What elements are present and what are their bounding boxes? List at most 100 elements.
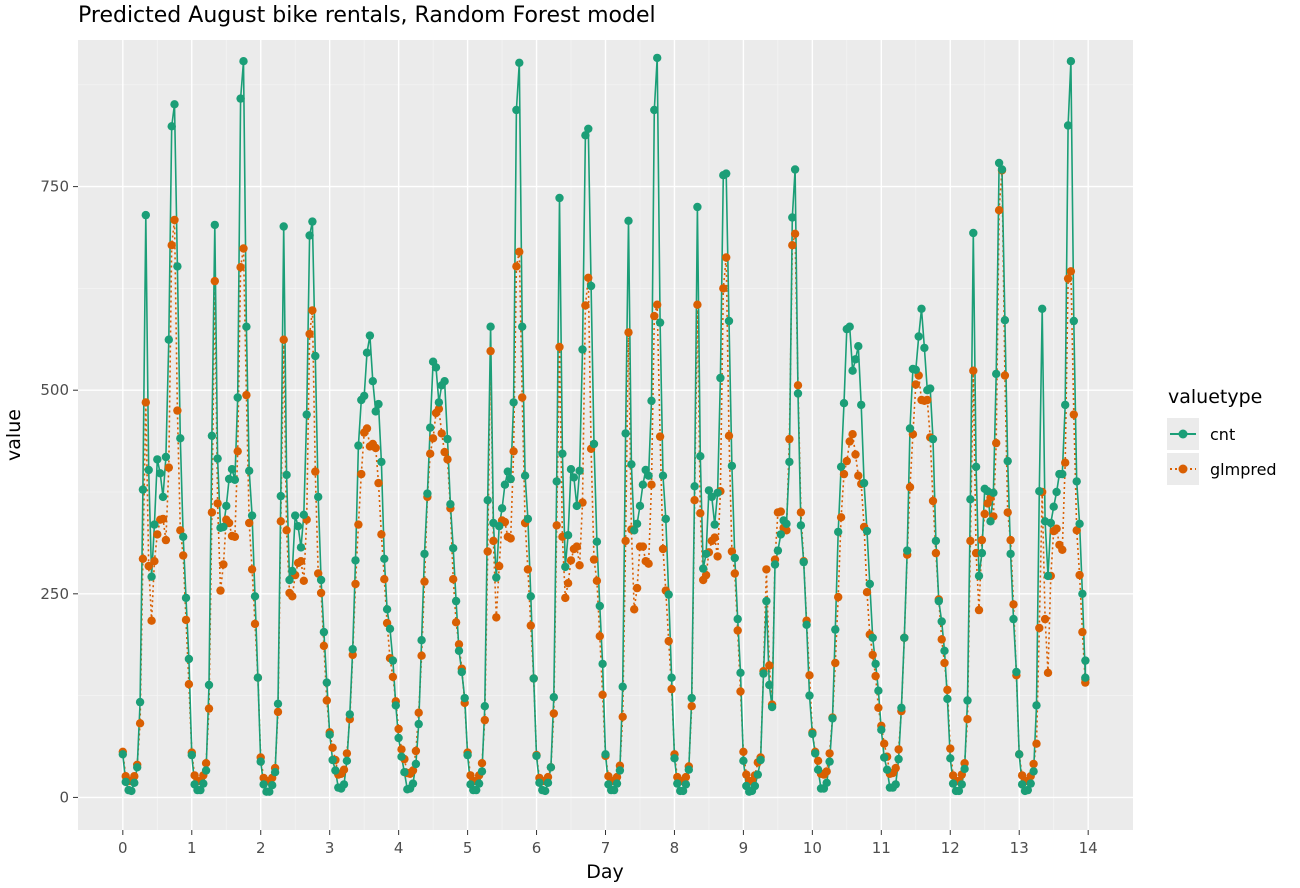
glmpred-point (279, 335, 288, 344)
cnt-point (963, 696, 972, 705)
cnt-point (644, 471, 653, 480)
chart-title: Predicted August bike rentals, Random Fo… (78, 3, 656, 28)
glmpred-point (848, 430, 857, 439)
cnt-point (486, 322, 495, 331)
glmpred-point (647, 480, 656, 489)
cnt-point (541, 786, 550, 796)
glmpred-point (851, 450, 860, 459)
glmpred-point (512, 262, 521, 271)
cnt-point (977, 548, 987, 558)
cnt-point (457, 667, 466, 677)
glmpred-point (581, 301, 590, 310)
cnt-point (793, 389, 803, 398)
cnt-point (204, 680, 214, 690)
cnt-point (549, 693, 558, 702)
glmpred-point (592, 576, 602, 585)
glmpred-point (862, 588, 872, 597)
cnt-point (233, 393, 242, 402)
cnt-point (584, 124, 593, 133)
y-tick-label: 500 (40, 381, 69, 399)
cnt-point (299, 510, 308, 519)
cnt-point (342, 756, 352, 765)
glmpred-point (147, 616, 156, 625)
glmpred-point (1072, 526, 1081, 535)
cnt-point (133, 763, 142, 772)
cnt-point (135, 697, 145, 707)
legend-title: valuetype (1168, 386, 1262, 408)
cnt-point (877, 725, 886, 734)
cnt-point (650, 105, 659, 115)
cnt-point (753, 770, 762, 779)
cnt-point (765, 680, 774, 690)
glmpred-point (630, 605, 639, 614)
cnt-point (762, 596, 771, 606)
cnt-point (736, 668, 745, 677)
cnt-point (971, 462, 981, 471)
glmpred-point (380, 575, 389, 584)
glmpred-point (836, 513, 846, 522)
glmpred-point (526, 621, 535, 630)
cnt-point (314, 492, 323, 502)
cnt-point (210, 220, 219, 230)
cnt-point (509, 398, 518, 407)
cnt-point (253, 673, 263, 682)
glmpred-point (575, 561, 584, 570)
glmpred-point (785, 434, 794, 444)
cnt-point (1049, 502, 1058, 511)
x-tick-label: 4 (394, 839, 404, 857)
glmpred-point (308, 306, 317, 315)
glmpred-point (388, 672, 398, 682)
glmpred-point (486, 346, 495, 356)
cnt-point (348, 645, 357, 654)
cnt-point (770, 560, 780, 569)
glmpred-point (710, 533, 719, 542)
cnt-point (552, 477, 561, 486)
cnt-point (207, 431, 217, 440)
cnt-point (345, 710, 354, 719)
cnt-point (750, 781, 760, 791)
glmpred-point (589, 555, 599, 564)
cnt-point (997, 165, 1007, 174)
cnt-point (181, 593, 191, 603)
cnt-point (311, 351, 320, 361)
glmpred-point (1029, 759, 1038, 769)
cnt-point (423, 489, 432, 498)
cnt-point (285, 575, 294, 585)
cnt-point (759, 669, 768, 678)
cnt-point (1015, 750, 1024, 759)
glmpred-point (420, 577, 429, 586)
cnt-point (322, 678, 331, 687)
cnt-point (969, 228, 978, 238)
glmpred-point (971, 548, 981, 558)
glmpred-point (1078, 627, 1087, 637)
glmpred-point (969, 366, 978, 375)
glmpred-point (736, 687, 745, 696)
glmpred-point (681, 772, 691, 782)
cnt-point (808, 729, 817, 739)
cnt-point (690, 482, 699, 491)
glmpred-point (443, 455, 452, 464)
cnt-point (308, 217, 317, 226)
glmpred-point (153, 530, 162, 539)
cnt-point (1032, 701, 1041, 710)
cnt-point (638, 480, 648, 489)
glmpred-point (437, 429, 446, 438)
cnt-point (678, 786, 688, 796)
cnt-point (523, 514, 533, 524)
glmpred-point (250, 619, 260, 629)
cnt-point (247, 511, 257, 520)
series-cnt-points (118, 53, 1090, 796)
glmpred-point (207, 508, 217, 517)
glmpred-point (655, 432, 665, 441)
cnt-point (926, 384, 935, 393)
cnt-point (891, 780, 900, 789)
glmpred-point (719, 284, 728, 293)
cnt-point (943, 694, 952, 704)
cnt-point (880, 753, 889, 762)
glmpred-point (201, 759, 211, 768)
cnt-point (213, 454, 222, 463)
cnt-point (483, 496, 492, 505)
x-tick-label: 10 (803, 839, 822, 857)
cnt-point (612, 779, 622, 788)
cnt-point (1081, 673, 1090, 682)
